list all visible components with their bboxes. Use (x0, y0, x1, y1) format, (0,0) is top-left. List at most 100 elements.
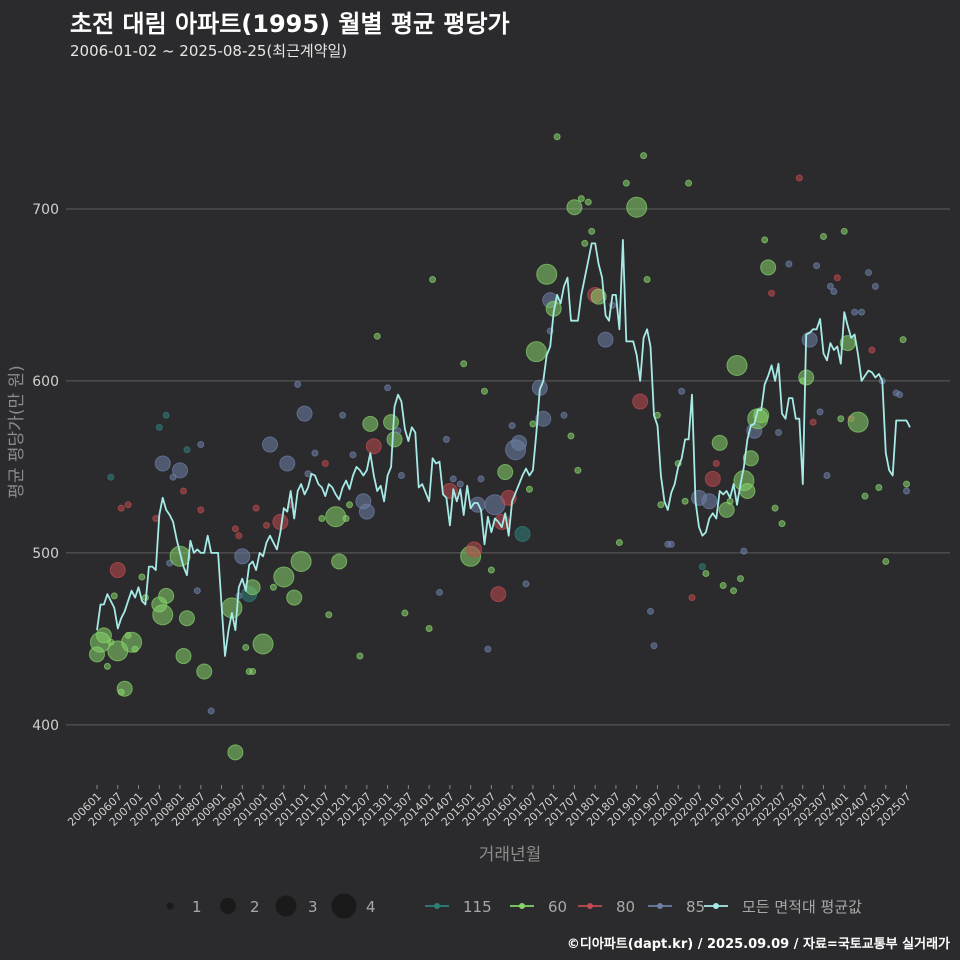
point-80 (365, 438, 382, 455)
average-line-path (96, 239, 911, 657)
point-60 (110, 592, 118, 600)
point-85 (339, 411, 347, 419)
point-80 (833, 274, 841, 282)
point-80 (124, 501, 132, 509)
point-80 (490, 586, 507, 603)
point-60 (95, 627, 112, 644)
legend-color-dot (713, 903, 719, 909)
point-60 (553, 133, 561, 141)
point-60 (702, 570, 710, 577)
point-85 (903, 487, 911, 495)
point-85 (197, 441, 205, 449)
point-85 (535, 410, 552, 427)
point-115 (183, 446, 191, 454)
point-85 (193, 587, 201, 595)
point-60 (252, 633, 274, 655)
point-85 (456, 480, 464, 488)
point-80 (632, 393, 649, 410)
point-60 (290, 550, 312, 572)
point-60 (761, 236, 769, 244)
point-60 (536, 263, 558, 285)
point-60 (567, 432, 575, 440)
point-85 (435, 588, 443, 596)
legend-color-dot (519, 903, 525, 909)
point-60 (719, 582, 727, 590)
legend-size-label: 1 (192, 898, 202, 916)
point-85 (511, 434, 528, 451)
point-85 (477, 475, 485, 483)
y-tick-label: 600 (32, 374, 59, 390)
point-60 (196, 663, 213, 680)
y-tick-label: 400 (32, 718, 59, 734)
point-60 (249, 668, 257, 676)
point-60 (778, 520, 786, 528)
legend-color-dot (587, 903, 593, 909)
point-60 (730, 587, 738, 595)
point-85 (349, 451, 357, 459)
point-60 (840, 227, 848, 235)
point-85 (864, 269, 872, 277)
point-60 (286, 589, 303, 606)
chart-subtitle: 2006-01-02 ~ 2025-08-25(최근계약일) (70, 42, 348, 60)
legend-color-label: 85 (686, 898, 705, 916)
point-60 (903, 480, 911, 488)
x-axis-title: 거래년월 (479, 845, 542, 865)
point-60 (386, 431, 403, 448)
point-60 (875, 484, 883, 492)
point-60 (116, 680, 133, 697)
point-85 (858, 308, 866, 316)
point-80 (197, 506, 205, 514)
point-85 (522, 580, 530, 588)
point-85 (560, 411, 568, 419)
y-axis-title: 평균 평당가(만 원) (7, 365, 27, 499)
point-115 (698, 563, 706, 571)
point-80 (235, 532, 243, 540)
point-80 (117, 504, 125, 512)
point-80 (152, 514, 160, 522)
point-60 (622, 179, 630, 187)
point-60 (577, 195, 585, 203)
point-60 (726, 354, 748, 376)
point-60 (711, 434, 728, 451)
point-60 (401, 609, 409, 617)
point-85 (823, 471, 831, 479)
point-80 (109, 562, 126, 579)
point-85 (830, 288, 838, 295)
point-115 (107, 473, 115, 481)
point-60 (615, 539, 623, 547)
point-60 (356, 652, 364, 660)
point-85 (234, 548, 251, 565)
point-85 (785, 260, 793, 268)
point-60 (373, 332, 381, 340)
point-80 (179, 487, 187, 495)
point-60 (837, 415, 845, 423)
point-80 (809, 418, 817, 426)
point-60 (525, 341, 547, 363)
point-60 (584, 198, 592, 206)
point-60 (325, 506, 347, 528)
point-60 (726, 497, 734, 505)
point-80 (795, 174, 803, 182)
point-60 (566, 199, 583, 216)
point-60 (861, 492, 869, 500)
point-60 (581, 239, 589, 247)
y-tick-label: 500 (32, 546, 59, 562)
point-85 (294, 380, 302, 388)
point-60 (480, 387, 488, 395)
point-60 (460, 360, 468, 368)
point-80 (704, 470, 721, 487)
legend-size-dot (220, 898, 236, 914)
point-60 (325, 611, 333, 619)
point-60 (574, 466, 582, 474)
point-85 (775, 429, 783, 436)
point-115 (162, 411, 170, 419)
point-85 (896, 391, 904, 399)
point-85 (871, 282, 879, 290)
point-60 (131, 645, 139, 653)
point-60 (362, 415, 379, 432)
point-85 (384, 384, 392, 392)
average-line (96, 239, 911, 657)
point-85 (207, 707, 215, 715)
point-85 (647, 607, 655, 615)
